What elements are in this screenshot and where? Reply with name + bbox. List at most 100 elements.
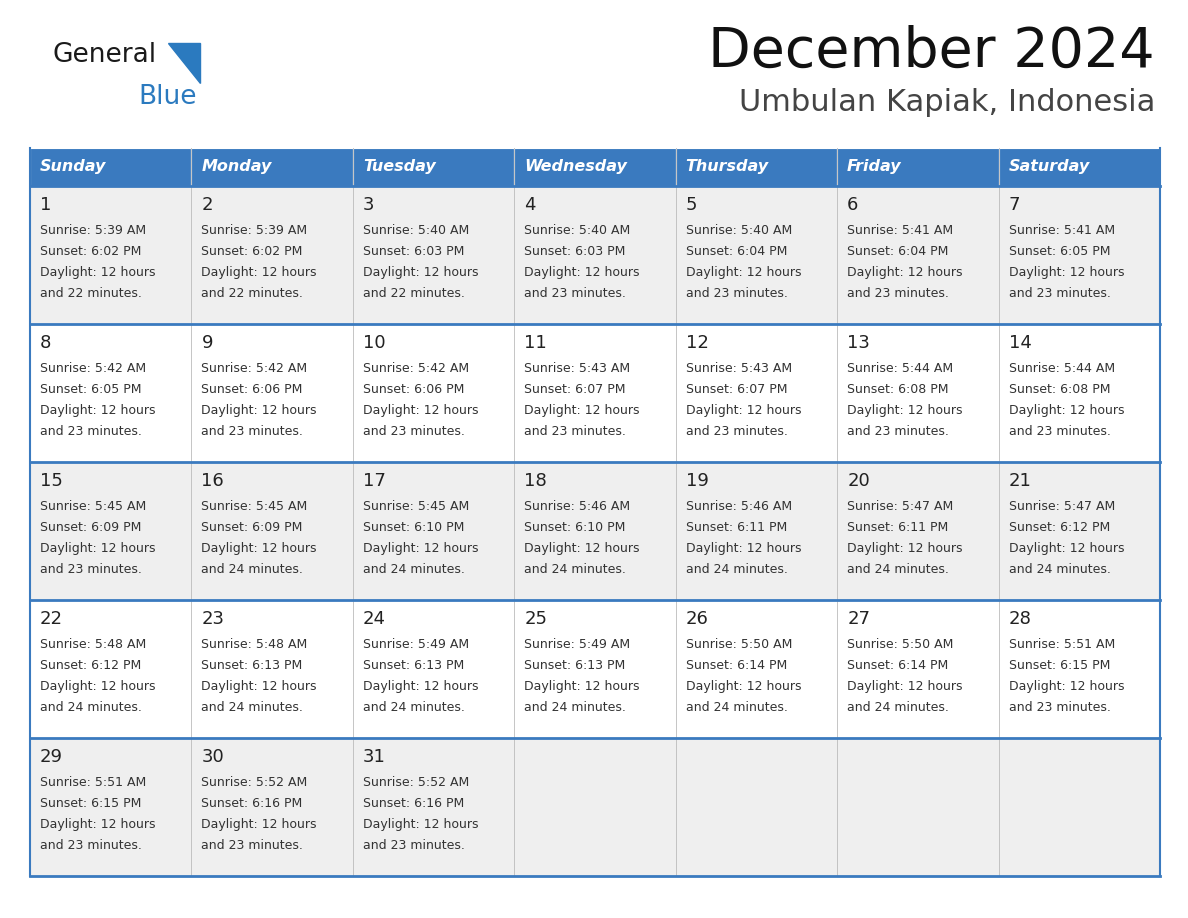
Text: Sunset: 6:10 PM: Sunset: 6:10 PM [524, 521, 626, 534]
Text: and 24 minutes.: and 24 minutes. [40, 701, 141, 714]
Text: Blue: Blue [138, 84, 196, 110]
Bar [999, 324, 1159, 462]
Text: Sunrise: 5:45 AM: Sunrise: 5:45 AM [40, 500, 146, 513]
Text: Sunset: 6:03 PM: Sunset: 6:03 PM [362, 245, 465, 258]
Text: Thursday: Thursday [685, 160, 769, 174]
Text: Daylight: 12 hours: Daylight: 12 hours [40, 680, 156, 693]
Text: 19: 19 [685, 472, 708, 490]
Text: Sunrise: 5:46 AM: Sunrise: 5:46 AM [685, 500, 792, 513]
Text: Sunrise: 5:39 AM: Sunrise: 5:39 AM [202, 224, 308, 237]
Text: and 24 minutes.: and 24 minutes. [362, 701, 465, 714]
Text: Sunrise: 5:49 AM: Sunrise: 5:49 AM [524, 638, 631, 651]
Text: Sunrise: 5:40 AM: Sunrise: 5:40 AM [685, 224, 792, 237]
Bar [191, 600, 353, 738]
Bar [353, 324, 514, 462]
Text: Sunset: 6:04 PM: Sunset: 6:04 PM [847, 245, 948, 258]
Bar [514, 738, 676, 876]
Text: Sunrise: 5:44 AM: Sunrise: 5:44 AM [1009, 362, 1114, 375]
Text: 22: 22 [40, 610, 63, 628]
Text: Daylight: 12 hours: Daylight: 12 hours [1009, 680, 1124, 693]
Bar [838, 148, 999, 186]
Text: Daylight: 12 hours: Daylight: 12 hours [362, 818, 479, 831]
Bar [30, 324, 191, 462]
Text: Daylight: 12 hours: Daylight: 12 hours [362, 680, 479, 693]
Text: Sunset: 6:08 PM: Sunset: 6:08 PM [847, 383, 949, 396]
Text: and 23 minutes.: and 23 minutes. [1009, 425, 1111, 438]
Text: 1: 1 [40, 196, 51, 214]
Text: Daylight: 12 hours: Daylight: 12 hours [847, 680, 962, 693]
Text: and 23 minutes.: and 23 minutes. [1009, 287, 1111, 300]
Text: 14: 14 [1009, 334, 1031, 352]
Text: Daylight: 12 hours: Daylight: 12 hours [685, 680, 801, 693]
Text: 13: 13 [847, 334, 870, 352]
Bar [999, 186, 1159, 324]
Bar [30, 186, 191, 324]
Text: Daylight: 12 hours: Daylight: 12 hours [524, 404, 640, 417]
Bar [676, 738, 838, 876]
Text: Daylight: 12 hours: Daylight: 12 hours [524, 680, 640, 693]
Text: Sunrise: 5:40 AM: Sunrise: 5:40 AM [362, 224, 469, 237]
Text: Daylight: 12 hours: Daylight: 12 hours [685, 266, 801, 279]
Text: Sunrise: 5:47 AM: Sunrise: 5:47 AM [1009, 500, 1114, 513]
Bar [514, 462, 676, 600]
Text: Wednesday: Wednesday [524, 160, 627, 174]
Text: Sunset: 6:02 PM: Sunset: 6:02 PM [202, 245, 303, 258]
Text: and 23 minutes.: and 23 minutes. [524, 287, 626, 300]
Text: Sunrise: 5:40 AM: Sunrise: 5:40 AM [524, 224, 631, 237]
Text: Sunset: 6:09 PM: Sunset: 6:09 PM [202, 521, 303, 534]
Bar [676, 324, 838, 462]
Text: Sunset: 6:07 PM: Sunset: 6:07 PM [685, 383, 788, 396]
Text: Sunrise: 5:50 AM: Sunrise: 5:50 AM [685, 638, 792, 651]
Text: Sunset: 6:07 PM: Sunset: 6:07 PM [524, 383, 626, 396]
Bar [514, 324, 676, 462]
Text: and 24 minutes.: and 24 minutes. [362, 563, 465, 576]
Text: and 23 minutes.: and 23 minutes. [40, 839, 141, 852]
Bar [30, 738, 191, 876]
Text: and 22 minutes.: and 22 minutes. [362, 287, 465, 300]
Text: 26: 26 [685, 610, 708, 628]
Text: and 23 minutes.: and 23 minutes. [362, 425, 465, 438]
Text: General: General [52, 42, 156, 68]
Text: Sunrise: 5:41 AM: Sunrise: 5:41 AM [1009, 224, 1114, 237]
Text: Sunset: 6:08 PM: Sunset: 6:08 PM [1009, 383, 1110, 396]
Text: Sunrise: 5:45 AM: Sunrise: 5:45 AM [362, 500, 469, 513]
Text: Sunrise: 5:42 AM: Sunrise: 5:42 AM [202, 362, 308, 375]
Text: Sunset: 6:13 PM: Sunset: 6:13 PM [202, 659, 303, 672]
Text: Daylight: 12 hours: Daylight: 12 hours [202, 542, 317, 555]
Text: 11: 11 [524, 334, 546, 352]
Text: and 23 minutes.: and 23 minutes. [847, 425, 949, 438]
Polygon shape [168, 43, 200, 83]
Text: Sunset: 6:12 PM: Sunset: 6:12 PM [40, 659, 141, 672]
Text: Daylight: 12 hours: Daylight: 12 hours [362, 542, 479, 555]
Text: Daylight: 12 hours: Daylight: 12 hours [847, 404, 962, 417]
Bar [676, 186, 838, 324]
Text: Daylight: 12 hours: Daylight: 12 hours [40, 542, 156, 555]
Text: and 24 minutes.: and 24 minutes. [202, 701, 303, 714]
Text: Daylight: 12 hours: Daylight: 12 hours [524, 266, 640, 279]
Text: 7: 7 [1009, 196, 1020, 214]
Text: and 24 minutes.: and 24 minutes. [524, 701, 626, 714]
Text: 23: 23 [202, 610, 225, 628]
Text: 5: 5 [685, 196, 697, 214]
Bar [676, 462, 838, 600]
Text: and 24 minutes.: and 24 minutes. [847, 563, 949, 576]
Text: Daylight: 12 hours: Daylight: 12 hours [1009, 542, 1124, 555]
Text: Daylight: 12 hours: Daylight: 12 hours [1009, 404, 1124, 417]
Bar [838, 600, 999, 738]
Text: Daylight: 12 hours: Daylight: 12 hours [202, 266, 317, 279]
Text: and 23 minutes.: and 23 minutes. [40, 425, 141, 438]
Text: December 2024: December 2024 [708, 25, 1155, 79]
Text: and 24 minutes.: and 24 minutes. [685, 563, 788, 576]
Text: and 23 minutes.: and 23 minutes. [847, 287, 949, 300]
Text: Sunrise: 5:51 AM: Sunrise: 5:51 AM [1009, 638, 1114, 651]
Text: Daylight: 12 hours: Daylight: 12 hours [202, 404, 317, 417]
Text: Sunday: Sunday [40, 160, 107, 174]
Text: Sunset: 6:14 PM: Sunset: 6:14 PM [847, 659, 948, 672]
Text: Sunrise: 5:43 AM: Sunrise: 5:43 AM [524, 362, 631, 375]
Text: Sunrise: 5:43 AM: Sunrise: 5:43 AM [685, 362, 792, 375]
Text: 29: 29 [40, 748, 63, 766]
Text: Sunset: 6:11 PM: Sunset: 6:11 PM [685, 521, 786, 534]
Text: Sunset: 6:14 PM: Sunset: 6:14 PM [685, 659, 786, 672]
Bar [353, 148, 514, 186]
Text: Sunrise: 5:42 AM: Sunrise: 5:42 AM [362, 362, 469, 375]
